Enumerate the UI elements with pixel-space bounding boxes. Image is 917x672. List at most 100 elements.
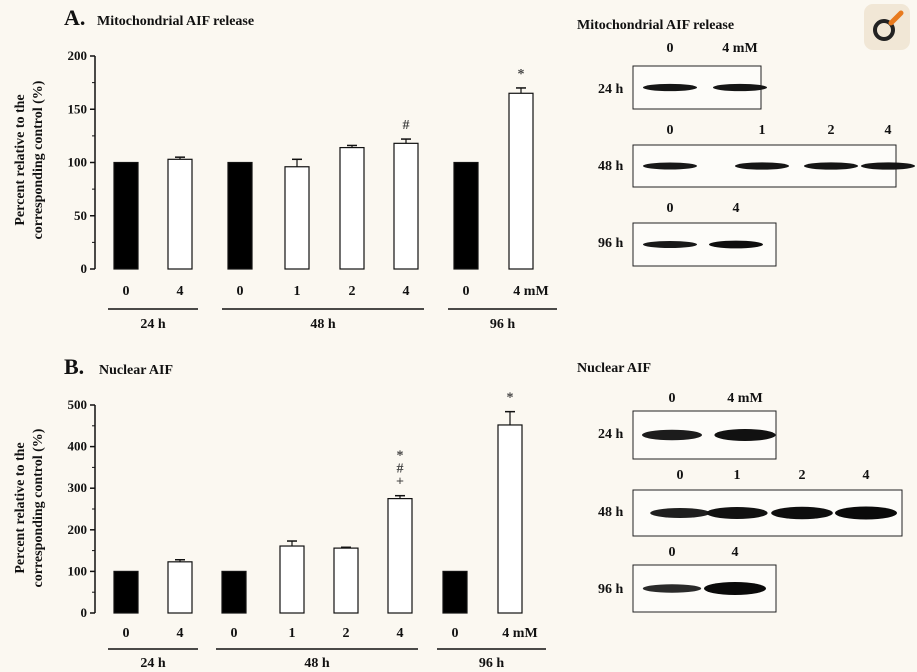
y-tick-label: 300 (68, 480, 88, 495)
blot-band (771, 506, 833, 520)
blot-time-label: 96 h (598, 236, 624, 251)
significance-label: # (403, 118, 410, 133)
y-tick-label: 0 (81, 261, 88, 276)
bar (221, 570, 247, 614)
blot-band (713, 83, 767, 92)
bar (387, 498, 413, 614)
blot-lane-label: 0 (667, 41, 674, 56)
blot-lane-label: 4 (732, 545, 739, 560)
panel-b-letter: B. (64, 354, 84, 379)
panel-a-title: Mitochondrial AIF release (97, 14, 254, 29)
journal-logo (864, 4, 910, 50)
group-label: 96 h (479, 656, 505, 671)
blot-band (861, 162, 915, 170)
panel-b-title: Nuclear AIF (99, 363, 173, 378)
bar (113, 161, 139, 270)
blot-time-label: 24 h (598, 82, 624, 97)
x-category-label: 0 (123, 284, 130, 299)
panel-a-axes: 0 50 100 150 200 (68, 48, 96, 276)
blot-lane-label: 0 (677, 468, 684, 483)
blot-a-title: Mitochondrial AIF release (577, 18, 734, 33)
x-category-label: 4 (403, 284, 410, 299)
blot-band (643, 162, 697, 170)
blot-band (804, 162, 858, 170)
blot-band (704, 582, 766, 595)
bar (167, 561, 193, 614)
blot-b-title: Nuclear AIF (577, 361, 651, 376)
significance-label: # (397, 462, 404, 477)
blot-lane-label: 0 (669, 545, 676, 560)
blot-lane-label: 0 (669, 391, 676, 406)
bar (453, 161, 479, 270)
blot-band (650, 508, 710, 518)
panel-a-ylabel-line2: corresponding control (%) (31, 80, 46, 239)
blot-lane-label: 4 (733, 201, 740, 216)
blot-band (714, 429, 776, 441)
bar (113, 570, 139, 614)
x-category-label: 4 mM (513, 284, 548, 299)
panel-a-bars: #* (113, 67, 534, 270)
blot-lane-label: 4 (863, 468, 870, 483)
x-category-label: 4 (177, 626, 184, 641)
group-label: 24 h (140, 317, 166, 332)
panel-b-bars: *#+* (113, 391, 523, 614)
bar (279, 545, 305, 614)
panel-b-ylabel-line1: Percent relative to the (13, 442, 28, 573)
y-tick-label: 0 (81, 605, 88, 620)
bar (393, 142, 419, 270)
blot-band (642, 584, 702, 593)
blot-lane-label: 2 (799, 468, 806, 483)
panel-a-ylabel-line1: Percent relative to the (13, 94, 28, 225)
x-category-label: 0 (452, 626, 459, 641)
y-tick-label: 100 (68, 563, 88, 578)
panel-b-axes: 0 100 200 300 400 500 (68, 397, 96, 620)
western-blot-nuclear: Nuclear AIF 24 h 0 4 mM 48 h 0 1 2 4 96 h 0 4 (577, 361, 903, 613)
y-tick-label: 200 (68, 48, 88, 63)
blot-band (706, 507, 768, 519)
blot-lane-label: 1 (759, 123, 766, 138)
bar (333, 547, 359, 614)
group-label: 48 h (304, 656, 330, 671)
significance-label: + (396, 475, 404, 490)
x-category-label: 2 (349, 284, 356, 299)
significance-label: * (397, 449, 404, 464)
bar (497, 424, 523, 614)
y-tick-label: 500 (68, 397, 88, 412)
x-category-label: 4 (177, 284, 184, 299)
x-category-label: 0 (231, 626, 238, 641)
blot-band (735, 162, 789, 170)
blot-band (643, 241, 697, 248)
significance-label: * (507, 391, 514, 406)
y-tick-label: 400 (68, 439, 88, 454)
x-category-label: 4 (397, 626, 404, 641)
panel-a-categories: 0 4 0 1 2 4 0 4 mM 24 h 48 h 96 h (108, 284, 557, 332)
x-category-label: 4 mM (502, 626, 537, 641)
bar (339, 146, 365, 270)
blot-lane-label: 0 (667, 123, 674, 138)
blot-time-label: 24 h (598, 427, 624, 442)
chart-panel-b: B. Nuclear AIF Percent relative to the c… (13, 354, 546, 671)
blot-lane-label: 2 (828, 123, 835, 138)
y-tick-label: 200 (68, 522, 88, 537)
blot-lane-label: 4 mM (727, 391, 762, 406)
panel-a-letter: A. (64, 5, 85, 30)
blot-lane-label: 4 (885, 123, 892, 138)
group-label: 96 h (490, 317, 516, 332)
y-tick-label: 50 (74, 208, 87, 223)
western-blot-mitochondrial: Mitochondrial AIF release 24 h 0 4 mM 48 h 0… (577, 18, 915, 267)
bar (508, 92, 534, 270)
blot-band (835, 506, 897, 520)
y-tick-label: 150 (68, 101, 88, 116)
chart-panel-a: A. Mitochondrial AIF release Percent rel… (13, 5, 557, 332)
x-category-label: 0 (123, 626, 130, 641)
panel-b-categories: 0 4 0 1 2 4 0 4 mM 24 h 48 h 96 h (108, 626, 546, 671)
panel-b-ylabel-line2: corresponding control (%) (31, 428, 46, 587)
blot-band (643, 83, 697, 92)
x-category-label: 0 (237, 284, 244, 299)
x-category-label: 1 (294, 284, 301, 299)
blot-time-label: 48 h (598, 159, 624, 174)
x-category-label: 1 (289, 626, 296, 641)
group-label: 48 h (310, 317, 336, 332)
bar (167, 158, 193, 270)
group-label: 24 h (140, 656, 166, 671)
